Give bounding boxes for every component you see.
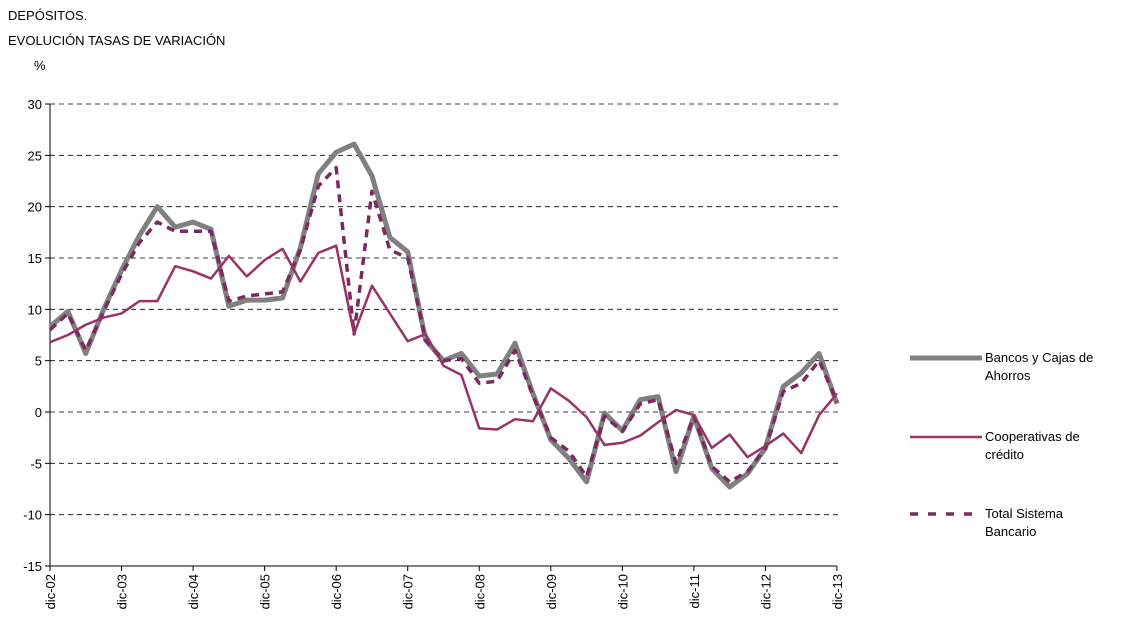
x-tick-label: dic-10: [615, 574, 630, 609]
series-line: [48, 141, 840, 490]
y-tick-label: -5: [30, 456, 42, 471]
y-tick-label: 0: [35, 405, 42, 420]
y-tick-label: 20: [28, 200, 42, 215]
legend-label: Cooperativas de crédito: [985, 429, 1080, 462]
x-tick-label: dic-08: [472, 574, 487, 609]
x-tick-label: dic-13: [830, 574, 845, 609]
chart-subtitle: EVOLUCIÓN TASAS DE VARIACIÓN: [8, 33, 225, 48]
y-tick-label: 5: [35, 354, 42, 369]
y-tick-label: -15: [23, 559, 42, 574]
series-line: [48, 165, 839, 484]
y-tick-label: 15: [28, 251, 42, 266]
y-tick-label: 30: [28, 97, 42, 112]
y-tick-label: 10: [28, 302, 42, 317]
x-tick-label: dic-09: [544, 574, 559, 609]
x-tick-label: dic-02: [43, 574, 58, 609]
y-tick-label: -10: [23, 508, 42, 523]
y-axis-label: %: [34, 58, 46, 73]
y-tick-label: 25: [28, 148, 42, 163]
x-tick-label: dic-07: [401, 574, 416, 609]
x-tick-label: dic-04: [186, 574, 201, 609]
series-line: [49, 244, 838, 459]
legend-label: Bancos y Cajas de Ahorros: [985, 350, 1094, 383]
legend-label: Total Sistema Bancario: [985, 506, 1064, 539]
chart-title: DEPÓSITOS.: [8, 8, 87, 23]
x-tick-label: dic-06: [329, 574, 344, 609]
x-tick-label: dic-11: [687, 574, 702, 608]
x-tick-label: dic-12: [758, 574, 773, 609]
x-tick-label: dic-05: [258, 574, 273, 609]
x-tick-label: dic-03: [115, 574, 130, 609]
